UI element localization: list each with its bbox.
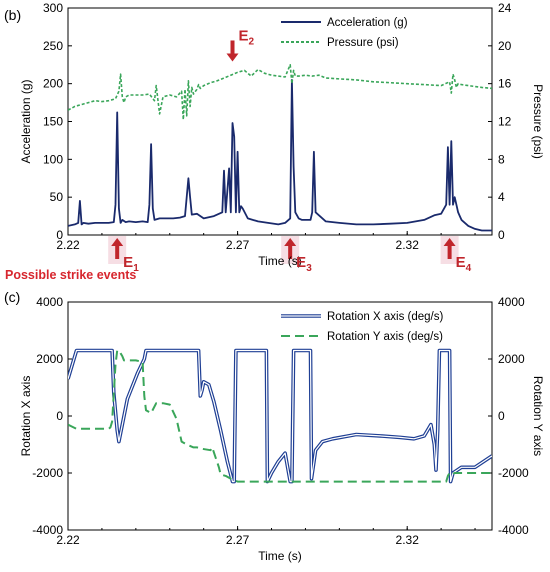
y2-tick-label: 8 (498, 152, 505, 166)
strike-annotation: Possible strike events (5, 268, 136, 282)
series-line-pressure-psi (68, 64, 492, 121)
x-axis-label: Time (s) (258, 549, 302, 563)
y2-tick-label: 24 (498, 1, 512, 15)
y-tick-label: 100 (43, 152, 63, 166)
event-arrow-up-icon (111, 238, 124, 246)
y2-tick-label: 16 (498, 77, 512, 91)
y-tick-label: 250 (43, 39, 63, 53)
y-tick-label: 4000 (36, 295, 63, 309)
panel-1 (67, 301, 493, 531)
series-line-rotation-x-axis-deg-s-inner (68, 349, 492, 483)
plot-frame (67, 7, 493, 236)
x-tick-label: 2.27 (226, 533, 250, 547)
event-label-sub: 1 (133, 263, 139, 274)
series-line-acceleration-g (68, 79, 492, 232)
series-line-rotation-y-axis-deg-s (68, 349, 492, 483)
y2-tick-label: 0 (498, 228, 505, 242)
x-tick-label: 2.32 (396, 533, 420, 547)
y2-tick-label: 4 (498, 190, 505, 204)
x-tick-label: 2.27 (226, 238, 250, 252)
event-label: E3 (296, 254, 312, 274)
event-label-sub: 3 (306, 263, 312, 274)
y2-tick-label: 20 (498, 39, 512, 53)
panel-label: (b) (4, 7, 21, 23)
y2-tick-label: 4000 (498, 295, 525, 309)
event-label-main: E (296, 254, 306, 271)
y-axis-label: Rotation X axis (19, 376, 33, 457)
y2-tick-label: 12 (498, 115, 512, 129)
event-label-main: E (456, 254, 466, 271)
event-label-sub: 4 (466, 263, 472, 274)
event-label-main: E (123, 254, 133, 271)
y-tick-label: -4000 (32, 523, 63, 537)
event-arrow-up-icon (443, 238, 456, 246)
event-arrow-shaft (115, 245, 120, 259)
panel-0 (67, 7, 493, 264)
y-axis-label: Acceleration (g) (19, 79, 33, 163)
event-arrow-up-icon (284, 238, 297, 246)
legend-label: Rotation X axis (deg/s) (327, 311, 444, 323)
y-tick-label: 50 (50, 190, 64, 204)
event-arrow-down-icon (226, 53, 239, 62)
panel-label: (c) (4, 289, 20, 305)
y2-tick-label: -2000 (498, 466, 529, 480)
y-tick-label: -2000 (32, 466, 63, 480)
legend-label: Pressure (psi) (327, 37, 399, 49)
event-arrow-shaft (230, 40, 235, 55)
y2-axis-label: Pressure (psi) (531, 84, 545, 159)
x-tick-label: 2.32 (396, 238, 420, 252)
y-tick-label: 0 (56, 409, 63, 423)
y2-tick-label: 2000 (498, 352, 525, 366)
event-arrow-shaft (447, 245, 452, 259)
y2-tick-label: 0 (498, 409, 505, 423)
y2-tick-label: -4000 (498, 523, 529, 537)
legend-label: Rotation Y axis (deg/s) (327, 331, 443, 343)
x-tick-label: 2.22 (56, 238, 80, 252)
y-tick-label: 200 (43, 77, 63, 91)
event-label: E4 (456, 254, 472, 274)
legend-label: Acceleration (g) (327, 17, 408, 29)
event-label: E2 (239, 27, 255, 47)
y-tick-label: 150 (43, 115, 63, 129)
event-arrow-shaft (288, 245, 293, 259)
x-axis-label: Time (s) (258, 254, 302, 268)
series-line-rotation-x-axis-deg-s (68, 348, 492, 484)
y2-axis-label: Rotation Y axis (531, 376, 545, 456)
x-tick-label: 2.22 (56, 533, 80, 547)
event-label-main: E (239, 27, 249, 44)
y-tick-label: 300 (43, 1, 63, 15)
y-tick-label: 0 (56, 228, 63, 242)
event-label-sub: 2 (249, 36, 255, 47)
event-label: E1 (123, 254, 139, 274)
y-tick-label: 2000 (36, 352, 63, 366)
